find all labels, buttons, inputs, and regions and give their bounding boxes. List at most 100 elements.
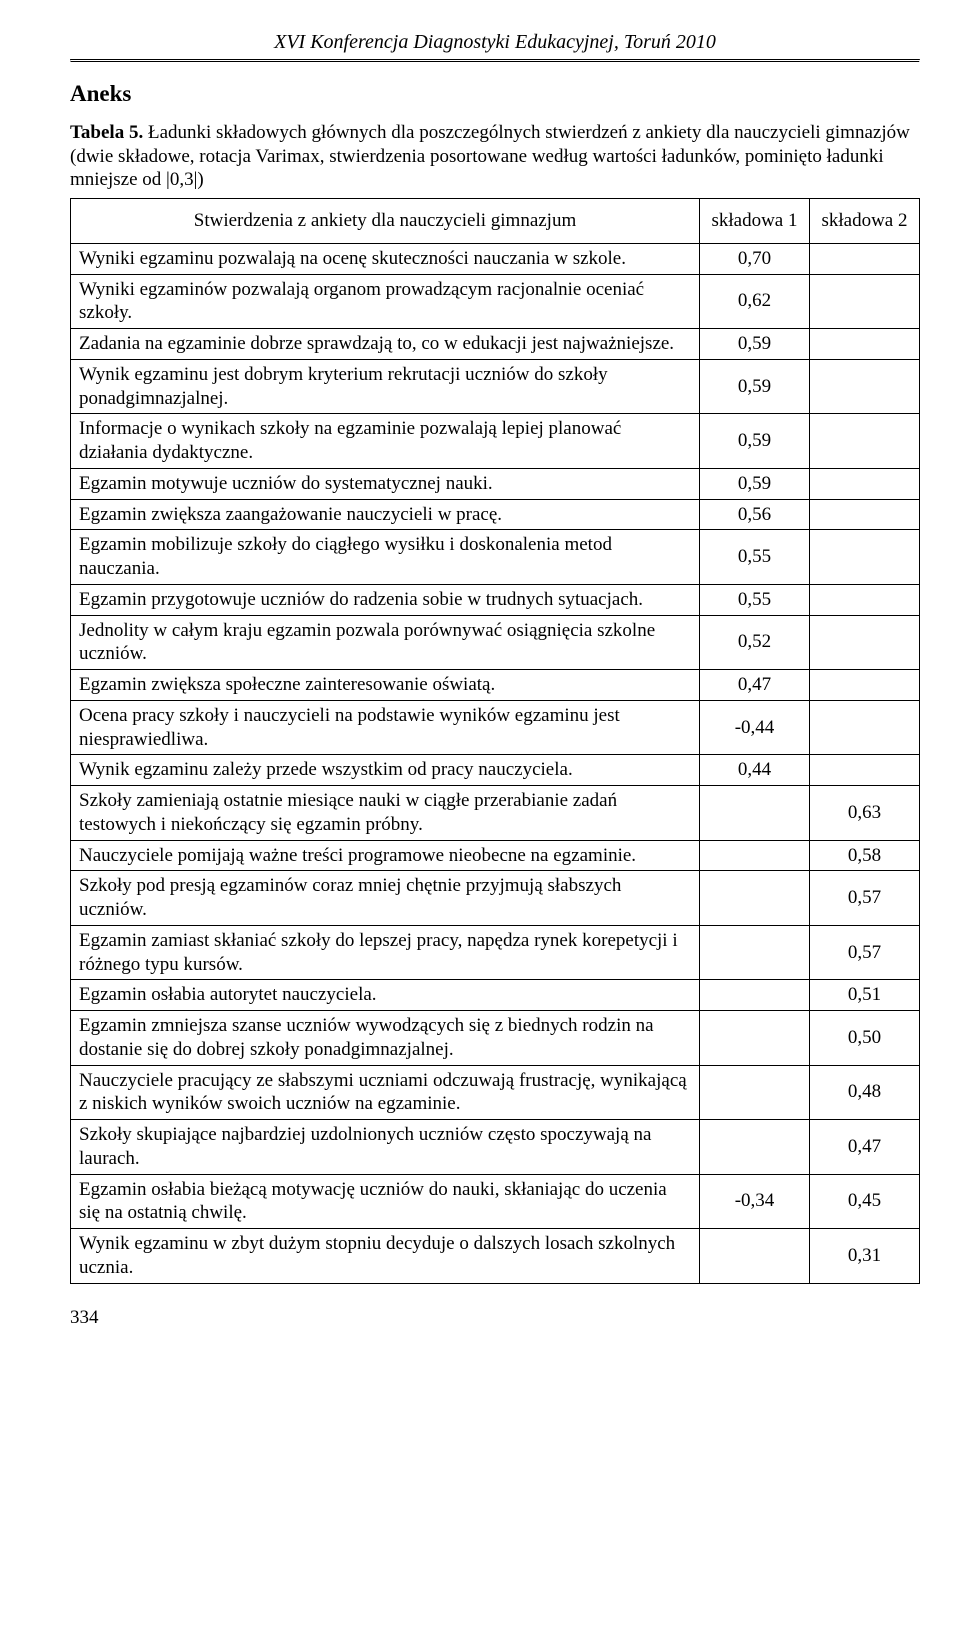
statement-cell: Zadania na egzaminie dobrze sprawdzają t… (71, 329, 700, 360)
header-rule (70, 59, 920, 62)
component-2-cell (810, 670, 920, 701)
statement-cell: Egzamin mobilizuje szkoły do ciągłego wy… (71, 530, 700, 585)
component-1-cell (700, 871, 810, 926)
table-row: Egzamin mobilizuje szkoły do ciągłego wy… (71, 530, 920, 585)
component-2-cell: 0,63 (810, 786, 920, 841)
component-2-cell: 0,47 (810, 1120, 920, 1175)
statement-cell: Wynik egzaminu jest dobrym kryterium rek… (71, 359, 700, 414)
statement-cell: Informacje o wynikach szkoły na egzamini… (71, 414, 700, 469)
statement-cell: Egzamin zwiększa zaangażowanie nauczycie… (71, 499, 700, 530)
table-row: Wynik egzaminu zależy przede wszystkim o… (71, 755, 920, 786)
statement-cell: Ocena pracy szkoły i nauczycieli na pods… (71, 700, 700, 755)
component-1-cell (700, 980, 810, 1011)
table-row: Egzamin motywuje uczniów do systematyczn… (71, 468, 920, 499)
statement-cell: Egzamin zmniejsza szanse uczniów wywodzą… (71, 1011, 700, 1066)
component-2-cell (810, 329, 920, 360)
table-row: Ocena pracy szkoły i nauczycieli na pods… (71, 700, 920, 755)
table-row: Nauczyciele pomijają ważne treści progra… (71, 840, 920, 871)
table-caption-text: Ładunki składowych głównych dla poszczeg… (70, 122, 910, 191)
component-1-cell: 0,59 (700, 414, 810, 469)
component-2-cell: 0,50 (810, 1011, 920, 1066)
component-1-cell (700, 786, 810, 841)
table-row: Wyniki egzaminów pozwalają organom prowa… (71, 274, 920, 329)
component-1-cell (700, 1120, 810, 1175)
statement-cell: Wynik egzaminu zależy przede wszystkim o… (71, 755, 700, 786)
table-row: Zadania na egzaminie dobrze sprawdzają t… (71, 329, 920, 360)
table-caption: Tabela 5. Ładunki składowych głównych dl… (70, 121, 920, 192)
component-1-cell (700, 925, 810, 980)
statement-cell: Jednolity w całym kraju egzamin pozwala … (71, 615, 700, 670)
table-row: Jednolity w całym kraju egzamin pozwala … (71, 615, 920, 670)
statement-cell: Egzamin osłabia bieżącą motywację ucznió… (71, 1174, 700, 1229)
component-1-cell: -0,34 (700, 1174, 810, 1229)
component-2-cell: 0,31 (810, 1229, 920, 1284)
statement-cell: Szkoły skupiające najbardziej uzdolniony… (71, 1120, 700, 1175)
table-row: Wyniki egzaminu pozwalają na ocenę skute… (71, 243, 920, 274)
component-1-cell: 0,56 (700, 499, 810, 530)
component-1-cell: -0,44 (700, 700, 810, 755)
factor-loadings-table: Stwierdzenia z ankiety dla nauczycieli g… (70, 198, 920, 1284)
component-2-cell (810, 274, 920, 329)
table-row: Egzamin osłabia bieżącą motywację ucznió… (71, 1174, 920, 1229)
table-row: Informacje o wynikach szkoły na egzamini… (71, 414, 920, 469)
statement-cell: Egzamin zwiększa społeczne zainteresowan… (71, 670, 700, 701)
component-1-cell: 0,70 (700, 243, 810, 274)
conference-header: XVI Konferencja Diagnostyki Edukacyjnej,… (70, 30, 920, 55)
component-2-cell (810, 584, 920, 615)
component-1-cell: 0,59 (700, 329, 810, 360)
component-2-cell (810, 700, 920, 755)
statement-cell: Egzamin motywuje uczniów do systematyczn… (71, 468, 700, 499)
table-row: Egzamin zamiast skłaniać szkoły do lepsz… (71, 925, 920, 980)
component-1-cell (700, 1065, 810, 1120)
col-header-component-2: składowa 2 (810, 199, 920, 244)
table-row: Egzamin zwiększa zaangażowanie nauczycie… (71, 499, 920, 530)
component-2-cell (810, 414, 920, 469)
component-2-cell (810, 499, 920, 530)
table-row: Egzamin zwiększa społeczne zainteresowan… (71, 670, 920, 701)
table-row: Egzamin osłabia autorytet nauczyciela. 0,… (71, 980, 920, 1011)
statement-cell: Wyniki egzaminów pozwalają organom prowa… (71, 274, 700, 329)
col-header-statement: Stwierdzenia z ankiety dla nauczycieli g… (71, 199, 700, 244)
statement-cell: Wynik egzaminu w zbyt dużym stopniu decy… (71, 1229, 700, 1284)
component-1-cell: 0,59 (700, 468, 810, 499)
component-2-cell (810, 615, 920, 670)
component-1-cell: 0,59 (700, 359, 810, 414)
statement-cell: Egzamin przygotowuje uczniów do radzenia… (71, 584, 700, 615)
component-2-cell: 0,57 (810, 925, 920, 980)
component-1-cell: 0,52 (700, 615, 810, 670)
component-2-cell (810, 468, 920, 499)
col-header-component-1: składowa 1 (700, 199, 810, 244)
component-1-cell: 0,62 (700, 274, 810, 329)
table-row: Egzamin zmniejsza szanse uczniów wywodzą… (71, 1011, 920, 1066)
component-1-cell: 0,55 (700, 530, 810, 585)
table-row: Wynik egzaminu w zbyt dużym stopniu decy… (71, 1229, 920, 1284)
statement-cell: Szkoły pod presją egzaminów coraz mniej … (71, 871, 700, 926)
table-row: Egzamin przygotowuje uczniów do radzenia… (71, 584, 920, 615)
statement-cell: Nauczyciele pracujący ze słabszymi uczni… (71, 1065, 700, 1120)
statement-cell: Egzamin osłabia autorytet nauczyciela. (71, 980, 700, 1011)
page-number: 334 (70, 1306, 920, 1330)
table-row: Szkoły skupiające najbardziej uzdolniony… (71, 1120, 920, 1175)
table-row: Nauczyciele pracujący ze słabszymi uczni… (71, 1065, 920, 1120)
statement-cell: Wyniki egzaminu pozwalają na ocenę skute… (71, 243, 700, 274)
table-row: Szkoły pod presją egzaminów coraz mniej … (71, 871, 920, 926)
statement-cell: Nauczyciele pomijają ważne treści progra… (71, 840, 700, 871)
component-1-cell (700, 840, 810, 871)
component-2-cell: 0,58 (810, 840, 920, 871)
component-1-cell (700, 1229, 810, 1284)
table-header-row: Stwierdzenia z ankiety dla nauczycieli g… (71, 199, 920, 244)
statement-cell: Szkoły zamieniają ostatnie miesiące nauk… (71, 786, 700, 841)
component-2-cell (810, 530, 920, 585)
statement-cell: Egzamin zamiast skłaniać szkoły do lepsz… (71, 925, 700, 980)
component-1-cell: 0,55 (700, 584, 810, 615)
component-2-cell: 0,45 (810, 1174, 920, 1229)
component-2-cell (810, 243, 920, 274)
component-1-cell (700, 1011, 810, 1066)
table-row: Wynik egzaminu jest dobrym kryterium rek… (71, 359, 920, 414)
component-1-cell: 0,47 (700, 670, 810, 701)
component-2-cell (810, 359, 920, 414)
component-2-cell (810, 755, 920, 786)
component-2-cell: 0,48 (810, 1065, 920, 1120)
table-caption-label: Tabela 5. (70, 122, 143, 143)
component-2-cell: 0,51 (810, 980, 920, 1011)
